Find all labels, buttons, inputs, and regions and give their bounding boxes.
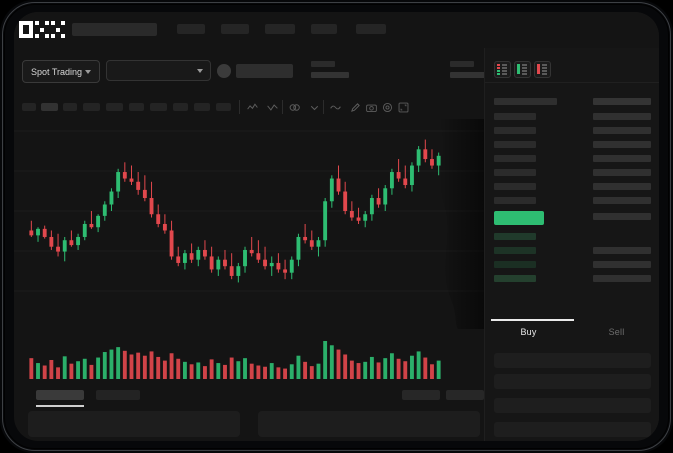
orderbook-asks-icon[interactable] <box>534 61 551 78</box>
bottom-card-1[interactable] <box>28 411 240 437</box>
nav-item-3[interactable] <box>265 24 295 34</box>
drawing-pencil-icon[interactable] <box>349 101 362 114</box>
orderbook-ask-row[interactable] <box>494 169 536 176</box>
orderbook-ask-value <box>593 113 651 120</box>
tab-sell[interactable]: Sell <box>608 327 625 337</box>
timeframe-3[interactable] <box>63 103 77 111</box>
orders-action-2[interactable] <box>446 390 484 400</box>
orderbook-bid-value <box>593 275 651 282</box>
camera-icon[interactable] <box>365 101 378 114</box>
price-chart-panel[interactable] <box>14 119 484 384</box>
nav-item-4[interactable] <box>311 24 337 34</box>
mode-selector-label: Spot Trading <box>30 66 83 77</box>
trade-form-tabs: Buy Sell <box>485 319 659 347</box>
orderbook-both-icon[interactable] <box>494 61 511 78</box>
orderbook-ask-value <box>593 141 651 148</box>
orderbook-ask-row[interactable] <box>494 141 536 148</box>
stat-label <box>311 61 335 67</box>
orders-action-1[interactable] <box>402 390 440 400</box>
stat-block-1 <box>311 61 349 78</box>
orderbook-col-header-right <box>593 98 651 105</box>
nav-item-2[interactable] <box>221 24 249 34</box>
order-book-panel: Buy Sell <box>484 48 659 441</box>
orderbook-bid-value <box>593 261 651 268</box>
orderbook-ask-value <box>593 169 651 176</box>
orders-tab-2[interactable] <box>96 390 140 400</box>
panel-divider <box>485 82 659 83</box>
logo-letter-x <box>51 21 65 38</box>
orderbook-spread-value <box>593 213 651 220</box>
chart-type-icon[interactable] <box>246 101 259 114</box>
orderbook-col-header-left <box>494 98 557 105</box>
logo-letter-o <box>19 21 33 38</box>
orderbook-ask-value <box>593 155 651 162</box>
stat-block-2 <box>450 61 488 78</box>
timeframe-9[interactable] <box>194 103 210 111</box>
timeframe-6[interactable] <box>129 103 144 111</box>
timeframe-7[interactable] <box>150 103 167 111</box>
nav-item-1[interactable] <box>177 24 205 34</box>
line-style-icon[interactable] <box>329 101 342 114</box>
orderbook-bid-row[interactable] <box>494 261 536 268</box>
chevron-down-icon <box>197 68 203 73</box>
compare-icon[interactable] <box>288 101 301 114</box>
orderbook-ask-value <box>593 127 651 134</box>
last-price <box>236 64 293 78</box>
orderbook-bid-row[interactable] <box>494 275 536 282</box>
bottom-card-2[interactable] <box>258 411 480 437</box>
app-screen: Spot Trading <box>14 12 659 441</box>
order-field-4[interactable] <box>494 422 651 437</box>
timeframe-2[interactable] <box>41 103 58 111</box>
volume-series <box>29 341 441 379</box>
tab-buy[interactable]: Buy <box>520 327 537 337</box>
orderbook-ask-row[interactable] <box>494 183 536 190</box>
timeframe-10[interactable] <box>216 103 231 111</box>
active-tab-underline <box>36 405 84 407</box>
stat-value <box>311 72 349 78</box>
search-input[interactable] <box>72 23 157 36</box>
indicators-icon[interactable] <box>266 101 279 114</box>
chevron-down-icon <box>85 69 92 74</box>
orderbook-ask-row[interactable] <box>494 127 536 134</box>
logo-letter-k <box>35 21 49 38</box>
mode-selector[interactable]: Spot Trading <box>22 60 100 83</box>
candlestick-chart <box>14 130 484 379</box>
orderbook-ask-row[interactable] <box>494 113 536 120</box>
stat-label <box>450 61 474 67</box>
active-tab-underline <box>491 319 574 321</box>
orderbook-ask-value <box>593 183 651 190</box>
chart-gridlines <box>14 130 484 292</box>
orderbook-bid-row[interactable] <box>494 233 536 240</box>
settings-gear-icon[interactable] <box>381 101 394 114</box>
okx-logo[interactable] <box>19 21 65 38</box>
chevron-down-icon[interactable] <box>308 101 321 114</box>
orderbook-ask-row[interactable] <box>494 155 536 162</box>
nav-item-5[interactable] <box>356 24 386 34</box>
fullscreen-icon[interactable] <box>397 101 410 114</box>
timeframe-4[interactable] <box>83 103 100 111</box>
order-field-2[interactable] <box>494 374 651 389</box>
orders-tab-1[interactable] <box>36 390 84 400</box>
order-field-3[interactable] <box>494 398 651 413</box>
app-header <box>14 12 659 48</box>
timeframe-1[interactable] <box>22 103 36 111</box>
pair-selector[interactable] <box>106 60 211 81</box>
candlestick-series <box>29 139 441 283</box>
stat-value <box>450 72 488 78</box>
orderbook-bids-icon[interactable] <box>514 61 531 78</box>
chart-toolbar <box>14 98 484 119</box>
orders-tabs-bar <box>14 384 484 408</box>
timeframe-8[interactable] <box>173 103 188 111</box>
order-field-1[interactable] <box>494 353 651 368</box>
trading-subheader: Spot Trading <box>14 48 659 94</box>
orderbook-spread-row[interactable] <box>494 211 544 225</box>
orderbook-ask-value <box>593 197 651 204</box>
orderbook-bid-row[interactable] <box>494 247 536 254</box>
timeframe-5[interactable] <box>106 103 123 111</box>
coin-avatar <box>217 64 231 78</box>
orderbook-ask-row[interactable] <box>494 197 536 204</box>
orderbook-bid-value <box>593 247 651 254</box>
